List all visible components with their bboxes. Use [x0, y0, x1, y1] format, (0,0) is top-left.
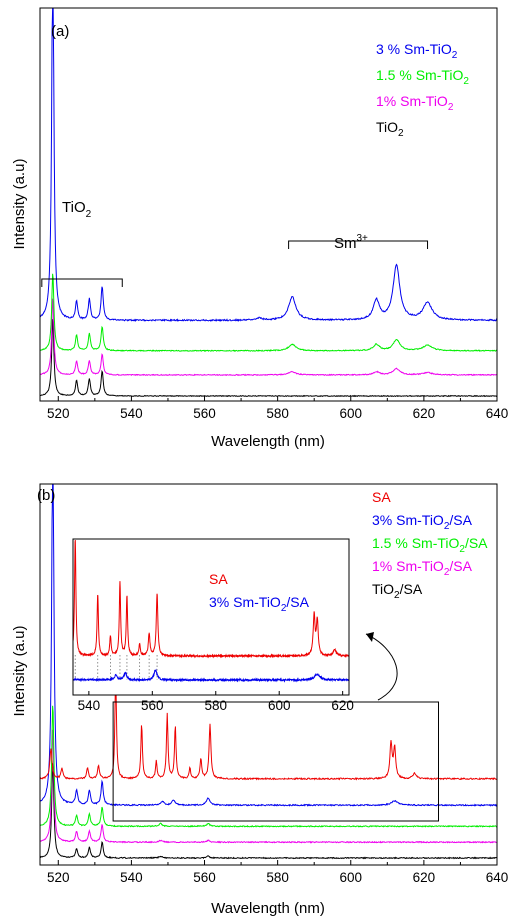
zoom-arrowhead — [366, 632, 374, 642]
panel-b-legend-entry: 1% Sm-TiO2/SA — [372, 558, 473, 578]
x-tick-label: 540 — [120, 870, 143, 885]
x-tick-label: 520 — [47, 406, 70, 421]
inset-x-tick-label: 560 — [141, 698, 164, 713]
inset-plot: 540 560 580 600 620 SA 3% Sm-TiO2/SA — [72, 538, 354, 713]
panel-a-label: (a) — [51, 23, 69, 40]
panel-b: 520 540 560 580 600 620 640 (b) Wavelength (nm… — [11, 483, 508, 917]
inset-series-line — [72, 539, 350, 659]
panel-a-sm-bracket — [288, 240, 429, 249]
panel-a-legend-entry: TiO2 — [376, 119, 404, 139]
inset-legend-entry: SA — [209, 571, 228, 587]
series-line — [39, 729, 497, 844]
panel-a-plot-frame — [39, 7, 498, 402]
series-line — [39, 763, 497, 860]
panel-b-x-axis-label: Wavelength (nm) — [211, 900, 325, 917]
inset-x-tick-label: 600 — [268, 698, 291, 713]
series-line — [39, 8, 498, 323]
x-tick-label: 560 — [193, 870, 216, 885]
panel-a-tio2-bracket — [41, 278, 123, 287]
panel-b-plot-frame — [39, 483, 498, 866]
panel-a-legend-entry: 3 % Sm-TiO2 — [376, 41, 458, 61]
x-tick-label: 620 — [413, 870, 436, 885]
inset-traces — [72, 539, 350, 683]
inset-guide-lines — [74, 655, 158, 680]
x-tick-label: 580 — [266, 406, 289, 421]
x-tick-label: 600 — [339, 870, 362, 885]
series-line — [39, 319, 498, 398]
x-tick-label: 520 — [47, 870, 70, 885]
x-tick-label: 620 — [413, 406, 436, 421]
zoom-arrow — [365, 633, 398, 701]
panel-b-legend-entry: SA — [372, 489, 391, 505]
panel-b-legend-entry: 1.5 % Sm-TiO2/SA — [372, 535, 488, 555]
panel-b-traces — [39, 484, 498, 860]
inset-legend-entry: 3% Sm-TiO2/SA — [209, 594, 310, 614]
x-tick-label: 640 — [486, 406, 509, 421]
inset-x-tick-label: 580 — [204, 698, 227, 713]
zoom-region-box — [112, 701, 440, 822]
panel-a-y-axis-label: Intensity (a.u) — [11, 159, 28, 250]
panel-a-legend-entry: 1% Sm-TiO2 — [376, 93, 454, 113]
panel-a-legend: 3 % Sm-TiO2 1.5 % Sm-TiO2 1% Sm-TiO2 TiO… — [376, 41, 469, 139]
series-line — [39, 484, 498, 807]
inset-x-ticks: 540 560 580 600 620 — [78, 691, 354, 713]
inset-x-tick-label: 540 — [78, 698, 101, 713]
panel-b-y-axis-label: Intensity (a.u) — [11, 626, 28, 717]
inset-background — [73, 539, 349, 695]
x-tick-label: 540 — [120, 406, 143, 421]
x-tick-label: 560 — [193, 406, 216, 421]
panel-a-legend-entry: 1.5 % Sm-TiO2 — [376, 67, 469, 87]
panel-b-label: (b) — [37, 487, 55, 504]
series-line — [39, 672, 497, 781]
inset-series-line — [72, 668, 350, 683]
panel-a: 520 540 560 580 600 620 640 (a) Wavelength (nm… — [11, 7, 508, 450]
panel-b-legend-entry: 3% Sm-TiO2/SA — [372, 512, 473, 532]
series-line — [39, 705, 498, 828]
x-tick-label: 640 — [486, 870, 509, 885]
x-tick-label: 580 — [266, 870, 289, 885]
panel-a-x-axis-label: Wavelength (nm) — [211, 433, 325, 450]
inset-frame — [72, 538, 350, 696]
panel-a-tio2-annotation: TiO2 — [62, 199, 92, 220]
panel-a-traces — [39, 8, 498, 398]
panel-a-x-ticks: 520 540 560 580 600 620 640 — [47, 396, 508, 421]
panel-b-x-ticks: 520 540 560 580 600 620 640 — [47, 860, 508, 885]
series-line — [39, 273, 498, 353]
series-line — [39, 298, 497, 377]
inset-x-tick-label: 620 — [331, 698, 354, 713]
panel-a-sm-annotation: Sm3+ — [334, 233, 368, 252]
panel-b-legend: SA 3% Sm-TiO2/SA 1.5 % Sm-TiO2/SA 1% Sm-… — [372, 489, 488, 601]
panel-b-legend-entry: TiO2/SA — [372, 581, 423, 601]
x-tick-label: 600 — [339, 406, 362, 421]
